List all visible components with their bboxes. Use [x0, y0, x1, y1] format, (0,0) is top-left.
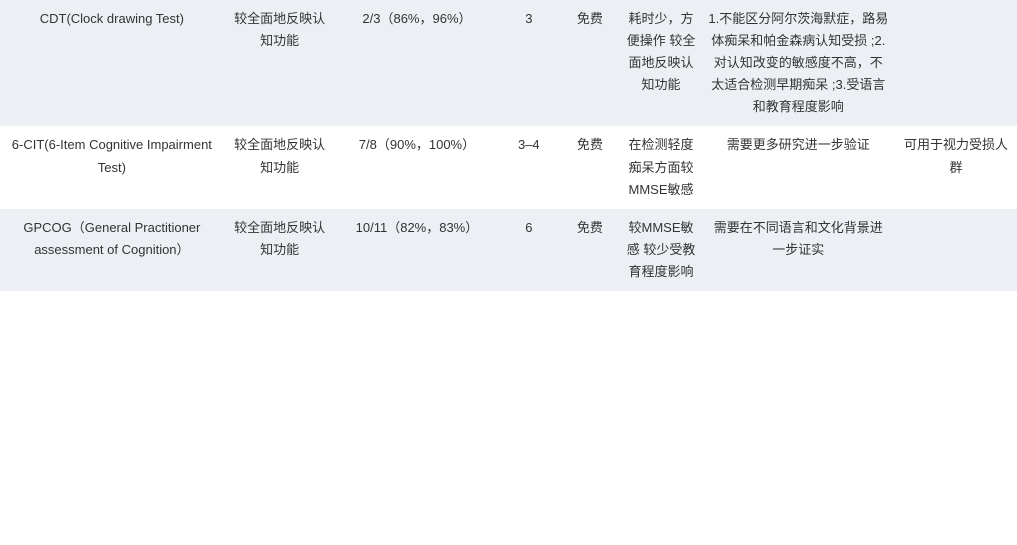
cell-cost: 免费 — [559, 209, 620, 291]
cell-notes: 可用于视力受损人群 — [895, 126, 1017, 208]
cell-name: GPCOG（General Practitioner assessment of… — [0, 209, 224, 291]
table-row: 6-CIT(6-Item Cognitive Impairment Test) … — [0, 126, 1017, 208]
table-row: CDT(Clock drawing Test) 较全面地反映认知功能 2/3（8… — [0, 0, 1017, 126]
table-row: GPCOG（General Practitioner assessment of… — [0, 209, 1017, 291]
cell-disadvantages: 1.不能区分阿尔茨海默症，路易体痴呆和帕金森病认知受损 ;2.对认知改变的敏感度… — [702, 0, 895, 126]
cell-name: CDT(Clock drawing Test) — [0, 0, 224, 126]
cell-disadvantages: 需要在不同语言和文化背景进一步证实 — [702, 209, 895, 291]
cell-advantages: 在检测轻度痴呆方面较MMSE敏感 — [620, 126, 701, 208]
cell-cutoff: 10/11（82%，83%） — [336, 209, 499, 291]
cell-time: 6 — [498, 209, 559, 291]
cell-cutoff: 7/8（90%，100%） — [336, 126, 499, 208]
cell-advantages: 耗时少，方便操作 较全面地反映认知功能 — [620, 0, 701, 126]
cell-domain: 较全面地反映认知功能 — [224, 209, 336, 291]
cell-disadvantages: 需要更多研究进一步验证 — [702, 126, 895, 208]
cell-time: 3–4 — [498, 126, 559, 208]
cell-cost: 免费 — [559, 0, 620, 126]
cell-advantages: 较MMSE敏感 较少受教育程度影响 — [620, 209, 701, 291]
cell-cost: 免费 — [559, 126, 620, 208]
cell-domain: 较全面地反映认知功能 — [224, 0, 336, 126]
cell-domain: 较全面地反映认知功能 — [224, 126, 336, 208]
cell-notes — [895, 209, 1017, 291]
cell-name: 6-CIT(6-Item Cognitive Impairment Test) — [0, 126, 224, 208]
cognitive-tests-table: CDT(Clock drawing Test) 较全面地反映认知功能 2/3（8… — [0, 0, 1017, 291]
cell-cutoff: 2/3（86%，96%） — [336, 0, 499, 126]
cell-time: 3 — [498, 0, 559, 126]
cell-notes — [895, 0, 1017, 126]
